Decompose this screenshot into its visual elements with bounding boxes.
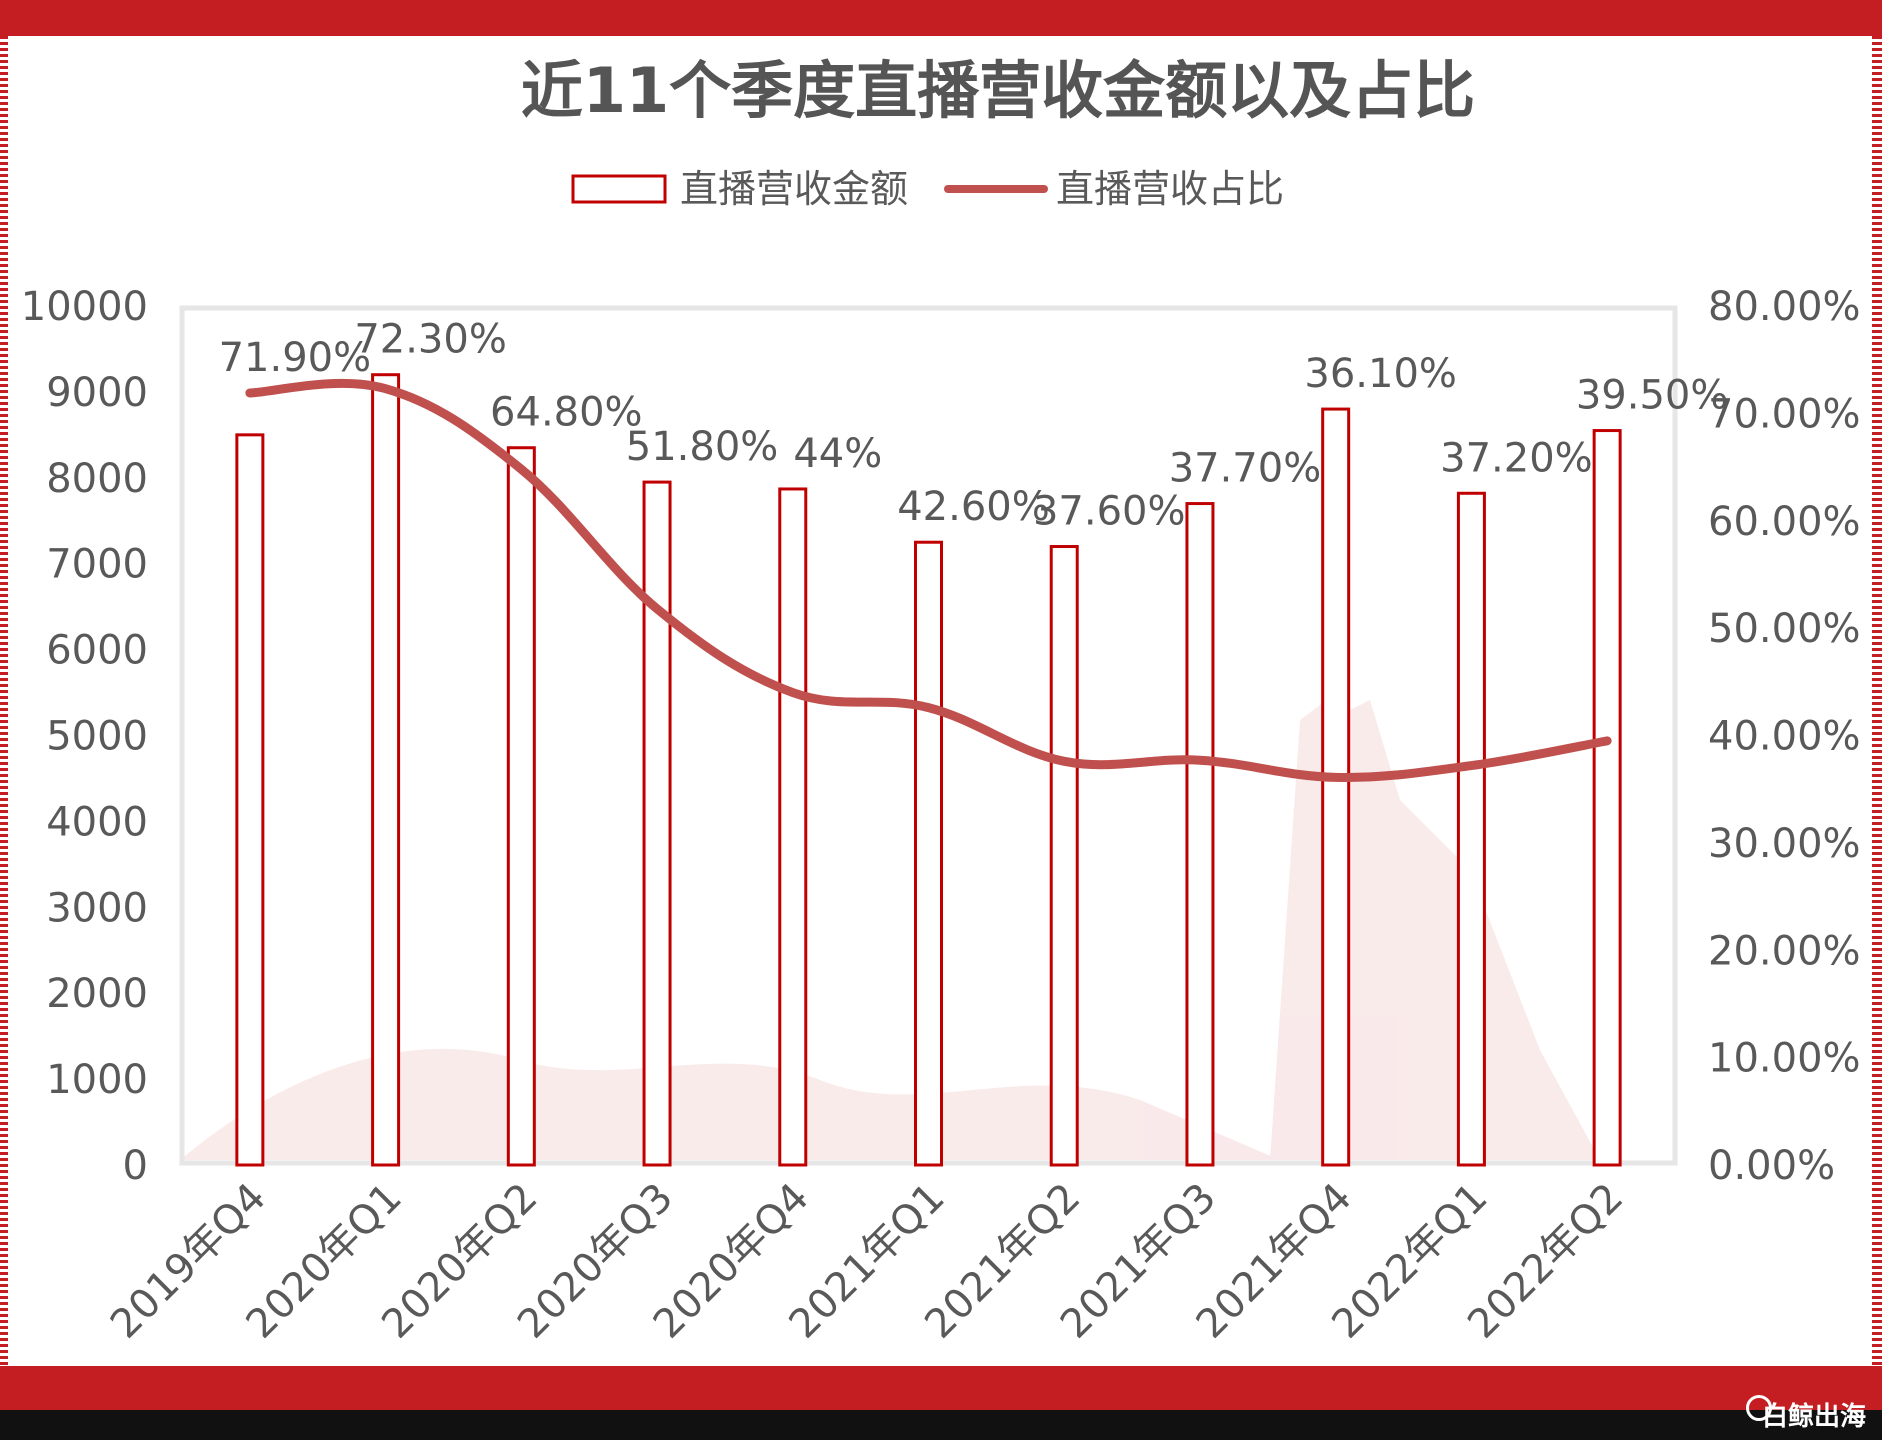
- left-tick-label: 6000: [46, 628, 148, 674]
- data-label: 37.70%: [1169, 446, 1322, 492]
- bottom-black-strip: [0, 1410, 1882, 1440]
- right-tick-label: 70.00%: [1708, 391, 1861, 437]
- bar: [1185, 502, 1215, 1167]
- right-tick-label: 40.00%: [1708, 714, 1861, 760]
- x-axis: 2019年Q42020年Q12020年Q22020年Q32020年Q42021年…: [102, 1175, 1632, 1348]
- right-red-edge: [1872, 36, 1882, 1366]
- left-tick-label: 0: [123, 1143, 148, 1189]
- bar-series: [235, 373, 1622, 1167]
- data-label: 39.50%: [1576, 373, 1729, 419]
- legend-bar-swatch: [571, 174, 667, 204]
- data-label: 72.30%: [354, 317, 507, 363]
- bar: [642, 480, 672, 1167]
- bar: [235, 433, 265, 1167]
- bar: [1456, 491, 1486, 1167]
- right-tick-label: 0.00%: [1708, 1143, 1835, 1189]
- bar: [506, 446, 536, 1167]
- bar: [1321, 407, 1351, 1167]
- left-tick-label: 9000: [46, 370, 148, 416]
- data-label: 42.60%: [897, 484, 1050, 530]
- legend: 直播营收金额 直播营收占比: [571, 167, 1284, 211]
- left-tick-label: 4000: [46, 799, 148, 845]
- left-y-axis: 0 1000 2000 3000 4000 5000 6000 7000 8000 9000 100…: [21, 284, 148, 1189]
- chart-title: 近11个季度直播营收金额以及占比: [521, 54, 1475, 127]
- left-tick-label: 10000: [21, 284, 148, 330]
- data-label: 37.60%: [1033, 489, 1186, 535]
- data-label: 37.20%: [1440, 435, 1593, 481]
- left-tick-label: 1000: [46, 1057, 148, 1103]
- legend-line-label: 直播营收占比: [1056, 167, 1284, 211]
- data-labels: 71.90%72.30%64.80%51.80% 44%42.60%37.60%3…: [219, 317, 1729, 535]
- bar: [1592, 429, 1622, 1167]
- left-tick-label: 3000: [46, 885, 148, 931]
- bar: [1049, 545, 1079, 1167]
- bar: [371, 373, 401, 1167]
- left-red-edge: [0, 36, 8, 1366]
- data-label: 44%: [793, 431, 882, 477]
- right-tick-label: 20.00%: [1708, 928, 1861, 974]
- watermark-text: 白鲸出海: [1761, 1402, 1866, 1432]
- legend-bar-label: 直播营收金额: [680, 167, 908, 211]
- right-tick-label: 30.00%: [1708, 821, 1861, 867]
- bar: [778, 487, 808, 1167]
- left-tick-label: 5000: [46, 714, 148, 760]
- right-tick-label: 60.00%: [1708, 499, 1861, 545]
- bottom-red-band: [0, 1366, 1882, 1410]
- left-tick-label: 7000: [46, 542, 148, 588]
- right-tick-label: 10.00%: [1708, 1036, 1861, 1082]
- top-red-band: [0, 0, 1882, 36]
- ratio-line: [245, 378, 1612, 782]
- data-label: 71.90%: [219, 335, 372, 381]
- bar: [914, 540, 943, 1167]
- left-tick-label: 8000: [46, 456, 148, 502]
- right-y-axis: 0.00% 10.00% 20.00% 30.00% 40.00% 50.00% 60.00…: [1708, 284, 1861, 1189]
- watermark-logo-icon: [1746, 1395, 1772, 1421]
- left-tick-label: 2000: [46, 971, 148, 1017]
- data-label: 36.10%: [1304, 351, 1457, 397]
- great-wall-watermark: [180, 690, 1600, 1160]
- data-label: 64.80%: [490, 390, 643, 436]
- data-label: 51.80%: [626, 424, 779, 470]
- right-tick-label: 80.00%: [1708, 284, 1861, 330]
- right-tick-label: 50.00%: [1708, 606, 1861, 652]
